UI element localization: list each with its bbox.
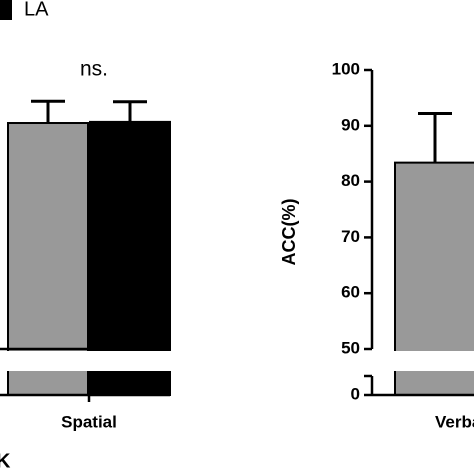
- y-axis-label: ACC(%): [279, 199, 299, 266]
- legend-swatch: [0, 0, 12, 20]
- y-tick-label: 0: [351, 384, 360, 403]
- x-tick-label: Spatial: [61, 412, 117, 431]
- y-tick-label: 80: [341, 171, 360, 190]
- y-tick-label: 60: [341, 283, 360, 302]
- y-tick-label: 90: [341, 115, 360, 134]
- annotation: ns.: [80, 58, 108, 81]
- x-tick-label: Verbal: [435, 412, 474, 431]
- panel-label: K: [0, 450, 11, 472]
- y-tick-label: 50: [341, 338, 360, 357]
- axis-break-gap: [0, 351, 474, 371]
- legend-label: LA: [24, 0, 49, 20]
- y-tick-label: 100: [332, 59, 360, 78]
- y-tick-label: 70: [341, 227, 360, 246]
